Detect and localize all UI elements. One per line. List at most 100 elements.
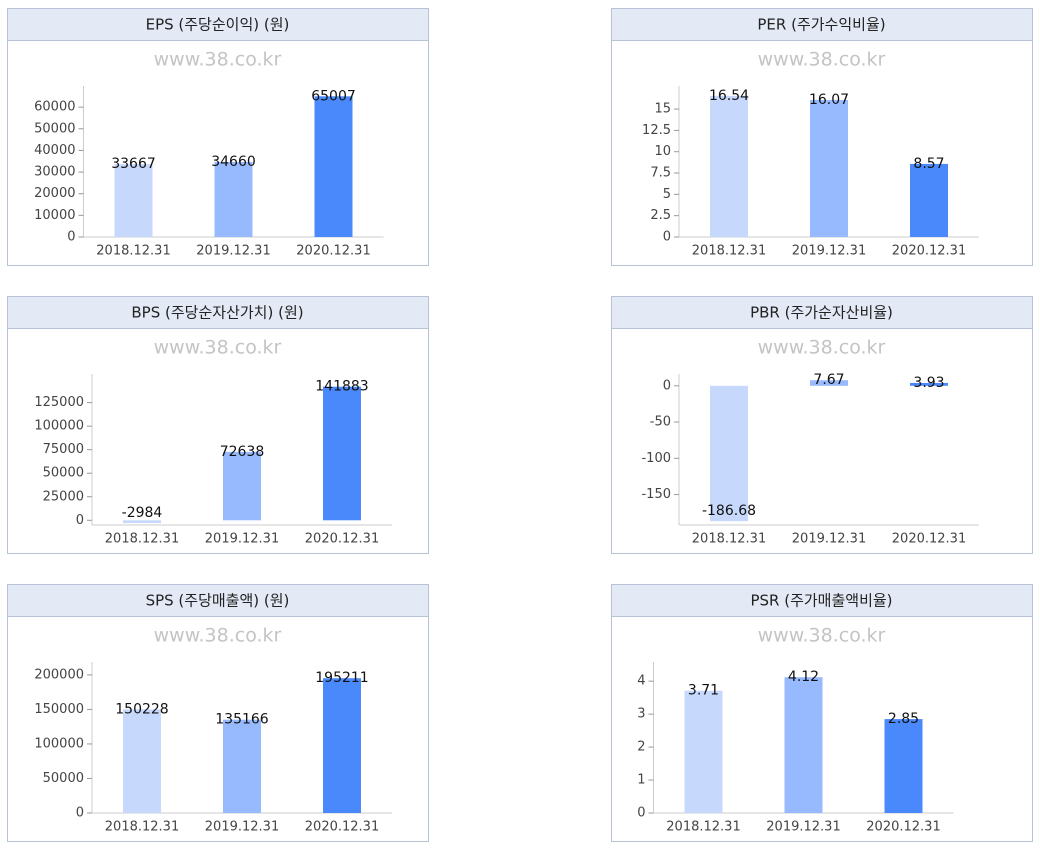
bar xyxy=(884,719,923,813)
bar xyxy=(223,719,261,813)
value-label: -2984 xyxy=(122,505,163,521)
value-label: 3.93 xyxy=(913,375,944,391)
bar xyxy=(323,386,361,521)
x-tick-label: 2018.12.31 xyxy=(105,820,179,835)
bar xyxy=(223,451,261,521)
y-tick-label: 150000 xyxy=(34,702,84,717)
value-label: 135166 xyxy=(215,712,269,728)
value-label: -186.68 xyxy=(702,503,756,519)
bar xyxy=(684,690,723,813)
chart-title: PBR (주가순자산비율) xyxy=(750,304,893,322)
bar xyxy=(214,161,253,237)
value-label: 16.07 xyxy=(809,92,849,108)
y-tick-label: -150 xyxy=(641,487,671,502)
y-tick-label: 75000 xyxy=(43,442,84,457)
value-label: 195211 xyxy=(315,670,368,686)
x-tick-label: 2018.12.31 xyxy=(692,532,766,547)
watermark: www.38.co.kr xyxy=(758,49,886,71)
bar xyxy=(114,164,153,237)
bar xyxy=(784,677,823,813)
y-tick-label: 2 xyxy=(637,740,645,755)
y-tick-label: 125000 xyxy=(34,395,84,410)
x-tick-label: 2020.12.31 xyxy=(305,532,379,547)
chart-title: PSR (주가매출액비율) xyxy=(750,592,892,610)
y-tick-label: 50000 xyxy=(34,121,75,136)
y-tick-label: 10 xyxy=(654,144,671,159)
bar xyxy=(123,520,161,524)
panel-header xyxy=(611,296,1033,329)
x-tick-label: 2019.12.31 xyxy=(792,244,866,259)
panel-header xyxy=(7,8,429,41)
watermark: www.38.co.kr xyxy=(758,337,886,359)
y-tick-label: 100000 xyxy=(34,736,84,751)
x-tick-label: 2019.12.31 xyxy=(766,820,840,835)
y-tick-label: 10000 xyxy=(34,208,75,223)
watermark: www.38.co.kr xyxy=(758,625,886,647)
y-tick-label: 1 xyxy=(637,773,645,788)
x-tick-label: 2019.12.31 xyxy=(205,820,279,835)
y-tick-label: 40000 xyxy=(34,143,75,158)
x-tick-label: 2020.12.31 xyxy=(305,820,379,835)
y-tick-label: 0 xyxy=(76,806,84,821)
bar xyxy=(710,385,748,522)
value-label: 65007 xyxy=(311,88,356,104)
y-tick-label: -100 xyxy=(641,451,671,466)
y-tick-label: 100000 xyxy=(34,419,84,434)
y-tick-label: 20000 xyxy=(34,186,75,201)
chart-title: EPS (주당순이익) (원) xyxy=(146,16,290,34)
x-tick-label: 2018.12.31 xyxy=(96,244,170,259)
x-tick-label: 2019.12.31 xyxy=(205,532,279,547)
value-label: 16.54 xyxy=(709,88,749,104)
panel-header xyxy=(7,296,429,329)
x-tick-label: 2019.12.31 xyxy=(792,532,866,547)
panel-header xyxy=(7,584,429,617)
value-label: 3.71 xyxy=(688,683,719,699)
bar xyxy=(314,96,353,238)
value-label: 33667 xyxy=(111,156,156,172)
y-tick-label: 30000 xyxy=(34,165,75,180)
y-tick-label: 25000 xyxy=(43,489,84,504)
value-label: 150228 xyxy=(115,701,168,717)
watermark: www.38.co.kr xyxy=(154,49,282,71)
y-tick-label: 0 xyxy=(663,230,671,245)
x-tick-label: 2018.12.31 xyxy=(105,532,179,547)
y-tick-label: -50 xyxy=(650,415,671,430)
y-tick-label: 12.5 xyxy=(642,123,671,138)
chart-title: SPS (주당매출액) (원) xyxy=(146,592,290,610)
bar xyxy=(910,163,948,237)
panel xyxy=(611,296,1033,554)
bar xyxy=(123,709,161,813)
y-tick-label: 15 xyxy=(654,102,671,117)
chart-title: PER (주가수익비율) xyxy=(757,16,885,34)
value-label: 34660 xyxy=(211,154,256,170)
y-tick-label: 0 xyxy=(637,806,645,821)
y-tick-label: 60000 xyxy=(34,100,75,115)
x-tick-label: 2020.12.31 xyxy=(892,532,966,547)
y-tick-label: 200000 xyxy=(34,667,84,682)
y-tick-label: 4 xyxy=(637,674,645,689)
watermark: www.38.co.kr xyxy=(154,625,282,647)
value-label: 4.12 xyxy=(788,669,819,685)
value-label: 8.57 xyxy=(913,156,944,172)
y-tick-label: 50000 xyxy=(43,466,84,481)
value-label: 2.85 xyxy=(888,711,919,727)
bar xyxy=(323,678,361,813)
value-label: 141883 xyxy=(315,379,368,395)
y-tick-label: 0 xyxy=(76,513,84,528)
bar xyxy=(810,99,848,238)
x-tick-label: 2018.12.31 xyxy=(692,244,766,259)
panel-header xyxy=(611,8,1033,41)
x-tick-label: 2020.12.31 xyxy=(892,244,966,259)
watermark: www.38.co.kr xyxy=(154,337,282,359)
y-tick-label: 0 xyxy=(67,230,75,245)
y-tick-label: 7.5 xyxy=(650,166,671,181)
y-tick-label: 0 xyxy=(663,378,671,393)
bar xyxy=(910,382,948,386)
value-label: 7.67 xyxy=(813,372,844,388)
x-tick-label: 2019.12.31 xyxy=(196,244,270,259)
bar xyxy=(710,95,748,238)
value-label: 72638 xyxy=(220,444,265,460)
y-tick-label: 2.5 xyxy=(650,208,671,223)
